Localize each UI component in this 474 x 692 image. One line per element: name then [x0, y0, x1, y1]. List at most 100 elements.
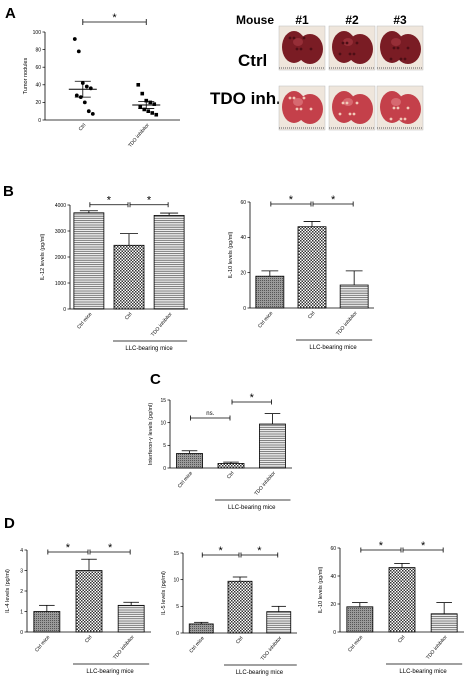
y-tick-label: 60 — [330, 546, 336, 552]
data-point — [136, 83, 141, 87]
data-point — [148, 100, 153, 105]
y-tick-label: 3 — [20, 568, 23, 574]
data-point — [74, 93, 79, 98]
tumor-nodule — [292, 36, 296, 40]
y-tick-label: 5 — [176, 604, 179, 610]
significance-label: * — [218, 545, 223, 557]
category-label: TDO inhibitor — [127, 122, 151, 149]
y-axis-label: IL-10 levels (pg/ml) — [318, 566, 324, 613]
data-point — [142, 107, 147, 112]
mouse-column-2: #2 — [345, 13, 359, 27]
tumor-nodule — [295, 107, 299, 111]
y-tick-label: 0 — [163, 466, 166, 472]
tumor-nodule — [352, 52, 356, 56]
group-label: LLC-bearing mice — [399, 669, 447, 675]
lung-photo-grid: Mouse #1 #2 #3 Ctrl TDO inh. — [210, 13, 424, 131]
category-label: Ctrl — [307, 310, 317, 320]
tumor-nodule — [341, 101, 345, 105]
y-axis-label: IL-12 levels (pg/ml) — [40, 233, 46, 280]
lung-lobe-right — [347, 94, 373, 124]
lung-photo — [328, 85, 376, 131]
data-point — [72, 37, 77, 41]
bar — [75, 570, 103, 633]
bar — [430, 613, 458, 633]
significance-label: * — [107, 195, 112, 207]
tumor-nodule — [345, 101, 349, 105]
category-label: TDO inhibitor — [425, 634, 449, 661]
mouse-column-3: #3 — [393, 13, 407, 27]
category-label: Ctrl mice — [257, 310, 274, 329]
tumor-nodule — [338, 112, 342, 116]
y-tick-label: 0 — [38, 118, 41, 124]
chart-b1: 0 1000 2000 3000 4000 IL-12 levels (pg/ml) Ctr… — [40, 195, 188, 352]
group-label: LLC-bearing mice — [125, 346, 173, 352]
significance-label: * — [66, 542, 71, 554]
tumor-nodule — [399, 57, 403, 61]
y-axis-label: Tumor nodules — [23, 58, 29, 95]
y-tick-label: 2 — [20, 589, 23, 595]
lung-highlight — [391, 98, 401, 106]
tumor-nodule — [345, 41, 349, 45]
category-label: Ctrl — [124, 311, 134, 321]
y-tick-label: 40 — [35, 83, 41, 89]
chart-b2: 0 20 40 60 IL-10 levels (pg/ml) Ctrl mice Ctrl… — [228, 194, 374, 351]
group-label: LLC-bearing mice — [309, 345, 357, 351]
category-label: TDO inhibitor — [150, 311, 174, 338]
y-tick-label: 4 — [20, 548, 23, 554]
data-point — [90, 111, 95, 116]
y-axis-label: IL-10 levels (pg/ml) — [228, 231, 234, 278]
panel-letter-b: B — [3, 183, 14, 200]
data-point — [152, 102, 157, 106]
y-tick-label: 0 — [20, 630, 23, 636]
bar — [255, 275, 285, 309]
y-tick-label: 0 — [333, 630, 336, 636]
tumor-nodule — [396, 46, 400, 50]
tumor-nodule — [392, 106, 396, 110]
tumor-nodule — [299, 107, 303, 111]
data-point — [140, 91, 145, 96]
tumor-nodule — [348, 112, 352, 116]
tumor-nodule — [341, 41, 345, 45]
category-label: TDO inhibitor — [260, 635, 284, 662]
panel-letter-a: A — [5, 5, 16, 22]
bar — [113, 244, 145, 310]
tumor-nodule — [355, 101, 359, 105]
significance-label: * — [250, 392, 255, 404]
bar — [217, 463, 245, 469]
category-label: Ctrl mice — [188, 635, 205, 654]
data-point — [86, 109, 91, 114]
significance-label: * — [331, 194, 336, 206]
y-tick-label: 80 — [35, 47, 41, 53]
category-label: Ctrl mice — [347, 634, 364, 653]
tumor-nodule — [389, 57, 393, 61]
y-axis-label: IL-4 levels (pg/ml) — [5, 569, 11, 613]
photo-row-label-tdo: TDO inh. — [210, 89, 281, 108]
tumor-nodule — [338, 52, 342, 56]
category-label: Ctrl — [226, 470, 236, 480]
photo-row-label-ctrl: Ctrl — [238, 51, 267, 70]
bar — [227, 580, 253, 634]
data-point — [146, 109, 151, 113]
tumor-nodule — [292, 96, 296, 100]
tumor-nodule — [288, 36, 292, 40]
category-label: TDO inhibitor — [112, 634, 136, 661]
tumor-nodule — [403, 57, 407, 61]
chart-d3: 0 20 40 60 IL-10 levels (pg/ml) Ctrl mice Ctrl… — [318, 540, 464, 675]
tumor-nodule — [302, 36, 306, 40]
tumor-nodule — [288, 96, 292, 100]
chart-d2: 0 5 10 15 IL-5 levels (pg/ml) Ctrl mice Ctrl TD… — [161, 545, 297, 676]
significance-label: * — [257, 545, 262, 557]
category-label: TDO inhibitor — [253, 470, 277, 497]
y-tick-label: 15 — [173, 551, 179, 557]
mouse-column-1: #1 — [295, 13, 309, 27]
lung-lobe-right — [347, 34, 373, 64]
panel-letter-c: C — [150, 371, 161, 388]
lung-highlight — [391, 38, 401, 46]
lung-highlight — [293, 98, 303, 106]
tumor-nodule — [403, 117, 407, 121]
category-label: TDO inhibitor — [335, 310, 359, 337]
tumor-nodule — [352, 112, 356, 116]
category-label: Ctrl — [397, 634, 407, 644]
panel-letter-d: D — [4, 515, 15, 532]
